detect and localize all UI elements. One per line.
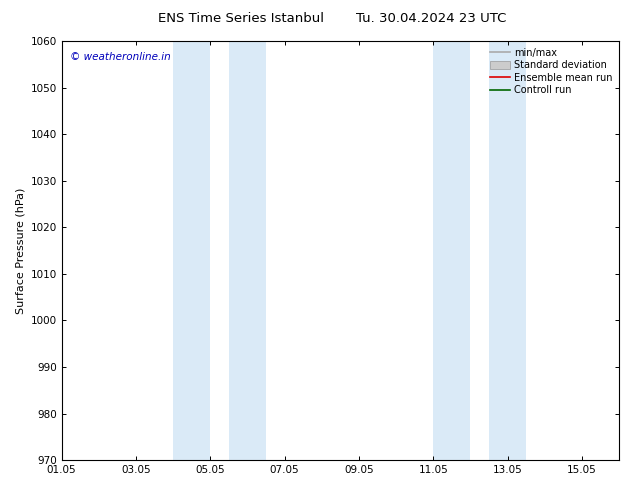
Bar bbox=[229, 41, 266, 460]
Legend: min/max, Standard deviation, Ensemble mean run, Controll run: min/max, Standard deviation, Ensemble me… bbox=[488, 46, 614, 97]
Bar bbox=[489, 41, 526, 460]
Y-axis label: Surface Pressure (hPa): Surface Pressure (hPa) bbox=[15, 187, 25, 314]
Text: ENS Time Series Istanbul: ENS Time Series Istanbul bbox=[158, 12, 324, 25]
Text: © weatheronline.in: © weatheronline.in bbox=[70, 51, 171, 62]
Bar bbox=[173, 41, 210, 460]
Bar bbox=[433, 41, 470, 460]
Text: Tu. 30.04.2024 23 UTC: Tu. 30.04.2024 23 UTC bbox=[356, 12, 507, 25]
